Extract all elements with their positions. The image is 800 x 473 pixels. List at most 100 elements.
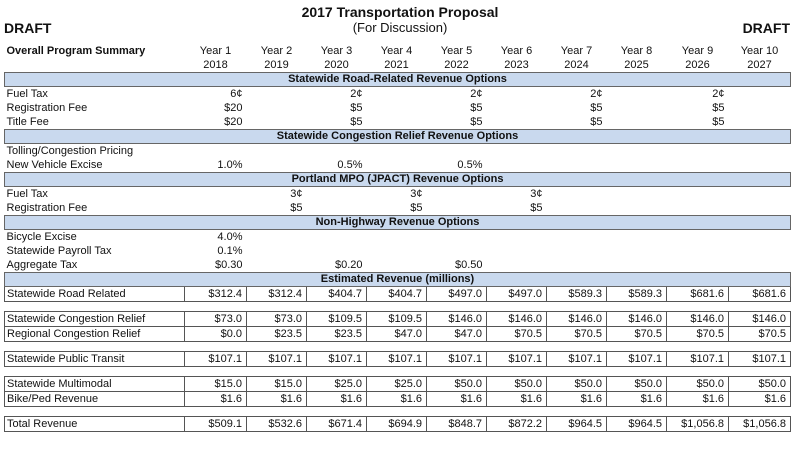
row-value: $1.6	[184, 391, 247, 407]
section-header: Estimated Revenue (millions)	[4, 272, 791, 287]
row-value	[367, 158, 427, 173]
row-value: $47.0	[366, 326, 427, 342]
row-value	[367, 115, 427, 130]
row-value: $497.0	[486, 286, 547, 302]
row-label: Bicycle Excise	[6, 231, 77, 243]
year-value: 2025	[624, 59, 649, 71]
year-label: Year 4	[380, 45, 413, 57]
row-value	[607, 258, 667, 273]
row-value: $5	[290, 202, 303, 214]
row-value	[185, 144, 247, 159]
row-value	[607, 230, 667, 245]
row-label: Tolling/Congestion Pricing	[6, 145, 134, 157]
row-value: $50.0	[486, 376, 547, 392]
row-label: New Vehicle Excise	[6, 159, 103, 171]
row-value	[547, 158, 607, 173]
year-value: 2021	[384, 59, 409, 71]
row-label: Total Revenue	[4, 416, 185, 432]
year-value: 2020	[324, 59, 349, 71]
year-value: 2024	[564, 59, 589, 71]
spacer-cell	[5, 407, 791, 417]
row-value	[427, 144, 487, 159]
row-label: Fuel Tax	[6, 88, 48, 100]
row-value: $1.6	[246, 391, 307, 407]
row-label: Registration Fee	[6, 202, 88, 214]
row-value	[607, 87, 667, 102]
program-summary-table: Overall Program Summary Year 1 Year 2 Year …	[4, 44, 791, 432]
row-value	[367, 101, 427, 115]
row-value	[729, 144, 791, 159]
row-value	[487, 158, 547, 173]
row-value	[607, 187, 667, 202]
row-value	[607, 101, 667, 115]
year-label: Year 10	[740, 45, 779, 57]
table-row: Statewide Road Related $312.4 $312.4 $404.7…	[4, 286, 791, 302]
row-value	[547, 144, 607, 159]
row-value	[427, 244, 487, 258]
row-value: $0.0	[184, 326, 247, 342]
row-value	[307, 230, 367, 245]
row-value	[667, 201, 729, 216]
row-value	[729, 230, 791, 245]
row-value	[487, 258, 547, 273]
row-value: $107.1	[246, 351, 307, 367]
row-value: 0.5%	[337, 159, 363, 171]
row-label: Bike/Ped Revenue	[4, 391, 185, 407]
spacer-cell	[5, 367, 791, 377]
row-value	[607, 144, 667, 159]
year-label: Year 9	[681, 45, 714, 57]
table-row: Statewide Public Transit $107.1 $107.1 $107…	[4, 351, 791, 367]
row-value	[487, 101, 547, 115]
row-value	[427, 187, 487, 202]
year-value: 2023	[504, 59, 529, 71]
spacer-row	[5, 407, 791, 417]
draft-label-left: DRAFT	[4, 20, 52, 36]
table-row: Statewide Multimodal $15.0 $15.0 $25.0 $25.0…	[4, 376, 791, 392]
row-value	[667, 158, 729, 173]
row-value	[729, 201, 791, 216]
year-label: Year 5	[440, 45, 473, 57]
row-label: Regional Congestion Relief	[4, 326, 185, 342]
table-row: Title Fee $20 $5 $5 $5 $5	[5, 115, 791, 130]
row-label: Statewide Multimodal	[4, 376, 185, 392]
section-title: Non-Highway Revenue Options	[4, 215, 791, 230]
row-value: $671.4	[306, 416, 367, 432]
row-value	[547, 244, 607, 258]
row-value: $0.30	[214, 259, 243, 271]
row-value: $312.4	[246, 286, 307, 302]
row-label: Title Fee	[6, 116, 49, 128]
row-value	[547, 187, 607, 202]
section-title: Statewide Congestion Relief Revenue Opti…	[4, 129, 791, 144]
row-value: $532.6	[246, 416, 307, 432]
row-value: $20	[224, 116, 243, 128]
row-value: $509.1	[184, 416, 247, 432]
row-value: $70.5	[728, 326, 791, 342]
row-value	[185, 187, 247, 202]
row-value: $404.7	[306, 286, 367, 302]
row-value: 2¢	[470, 88, 483, 100]
year-value: 2018	[203, 59, 228, 71]
row-value: $50.0	[606, 376, 667, 392]
row-value: 2¢	[590, 88, 603, 100]
year-label: Year 2	[260, 45, 293, 57]
row-value: $50.0	[426, 376, 487, 392]
section-header: Portland MPO (JPACT) Revenue Options	[4, 172, 791, 187]
row-value	[247, 244, 307, 258]
row-value: $50.0	[546, 376, 607, 392]
section-header: Non-Highway Revenue Options	[4, 215, 791, 230]
row-value: $1.6	[546, 391, 607, 407]
table-row: Fuel Tax 6¢ 2¢ 2¢ 2¢ 2¢	[5, 87, 791, 102]
table-row: Statewide Payroll Tax 0.1%	[5, 244, 791, 258]
row-value	[247, 87, 307, 102]
row-value: $107.1	[546, 351, 607, 367]
row-value: $107.1	[426, 351, 487, 367]
header-row-year-labels: Overall Program Summary Year 1 Year 2 Year …	[5, 44, 791, 58]
year-value: 2022	[444, 59, 469, 71]
year-label: Year 8	[620, 45, 653, 57]
row-value	[307, 187, 367, 202]
row-value: 0.5%	[457, 159, 483, 171]
row-value: $73.0	[246, 311, 307, 327]
row-value: $146.0	[606, 311, 667, 327]
row-label: Aggregate Tax	[6, 259, 78, 271]
section-title: Portland MPO (JPACT) Revenue Options	[4, 172, 791, 187]
